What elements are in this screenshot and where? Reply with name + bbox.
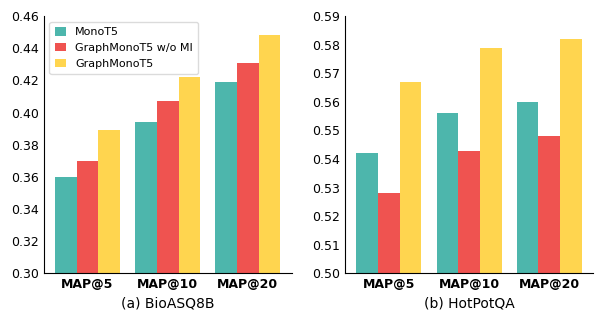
Bar [179, 77, 200, 322]
Bar [458, 150, 480, 322]
Bar [77, 161, 98, 322]
Bar [55, 177, 77, 322]
X-axis label: (a) BioASQ8B: (a) BioASQ8B [121, 297, 214, 311]
Bar [538, 136, 560, 322]
Bar [437, 113, 458, 322]
Bar [98, 130, 120, 322]
Bar [378, 194, 400, 322]
Bar [400, 82, 422, 322]
Bar [237, 63, 259, 322]
Bar [517, 102, 538, 322]
Bar [356, 153, 378, 322]
Bar [157, 101, 179, 322]
Bar [135, 122, 157, 322]
Legend: MonoT5, GraphMonoT5 w/o MI, GraphMonoT5: MonoT5, GraphMonoT5 w/o MI, GraphMonoT5 [50, 22, 198, 74]
Bar [480, 48, 501, 322]
Bar [216, 82, 237, 322]
X-axis label: (b) HotPotQA: (b) HotPotQA [423, 297, 515, 311]
Bar [560, 39, 582, 322]
Bar [259, 35, 280, 322]
